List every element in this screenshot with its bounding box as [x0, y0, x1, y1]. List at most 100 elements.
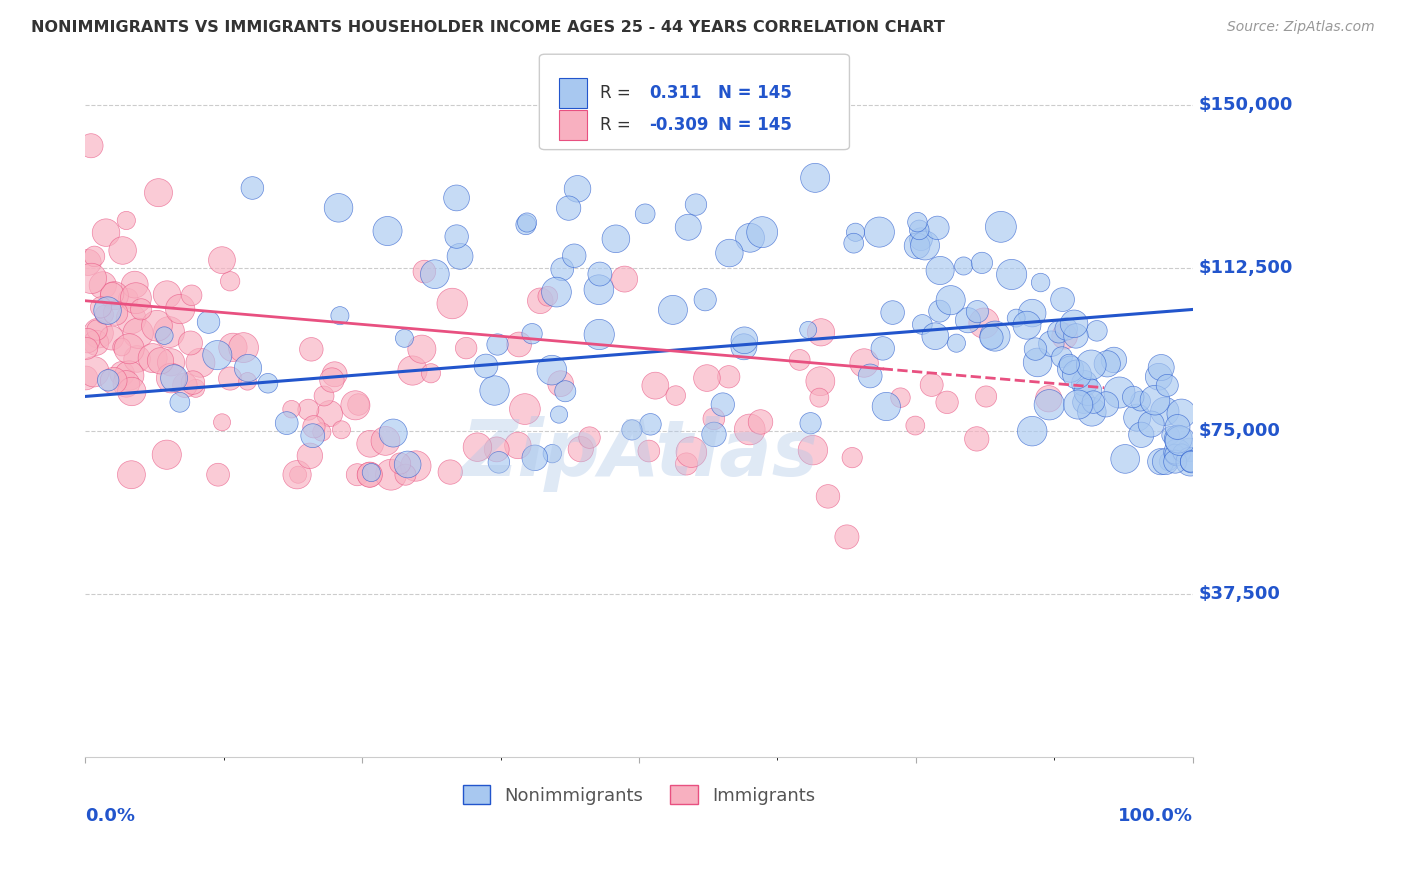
- Immigrants: [156, 287, 179, 301]
- Nonimmigrants: [924, 329, 946, 343]
- Immigrants: [801, 443, 824, 458]
- Immigrants: [297, 402, 319, 417]
- Immigrants: [91, 278, 114, 293]
- Nonimmigrants: [907, 215, 929, 229]
- Nonimmigrants: [557, 201, 579, 215]
- Immigrants: [86, 323, 108, 337]
- Immigrants: [93, 308, 115, 322]
- Nonimmigrants: [1052, 293, 1074, 307]
- Immigrants: [298, 449, 321, 463]
- Immigrants: [817, 489, 839, 503]
- Immigrants: [83, 365, 105, 379]
- Nonimmigrants: [1083, 395, 1105, 409]
- Immigrants: [441, 296, 464, 310]
- Nonimmigrants: [1095, 397, 1118, 411]
- Immigrants: [285, 467, 308, 482]
- Nonimmigrants: [605, 232, 627, 246]
- Immigrants: [149, 354, 172, 368]
- Text: NONIMMIGRANTS VS IMMIGRANTS HOUSEHOLDER INCOME AGES 25 - 44 YEARS CORRELATION CH: NONIMMIGRANTS VS IMMIGRANTS HOUSEHOLDER …: [31, 20, 945, 35]
- Nonimmigrants: [695, 293, 717, 307]
- Immigrants: [169, 301, 191, 316]
- Immigrants: [148, 186, 170, 200]
- Immigrants: [100, 331, 122, 345]
- Nonimmigrants: [1029, 276, 1052, 290]
- Immigrants: [637, 444, 659, 458]
- Immigrants: [156, 448, 179, 462]
- Immigrants: [413, 264, 436, 278]
- Nonimmigrants: [804, 170, 827, 185]
- Immigrants: [456, 341, 478, 355]
- Immigrants: [835, 530, 858, 544]
- Nonimmigrants: [1147, 369, 1170, 384]
- Nonimmigrants: [163, 371, 186, 385]
- Nonimmigrants: [548, 408, 571, 422]
- Nonimmigrants: [396, 458, 419, 472]
- Immigrants: [111, 367, 134, 381]
- Nonimmigrants: [910, 232, 932, 246]
- Legend: Nonimmigrants, Immigrants: Nonimmigrants, Immigrants: [456, 778, 823, 812]
- Nonimmigrants: [169, 395, 191, 409]
- Immigrants: [111, 244, 134, 258]
- Nonimmigrants: [738, 231, 761, 245]
- Nonimmigrants: [1001, 268, 1024, 282]
- Nonimmigrants: [945, 336, 967, 351]
- Text: 0.311: 0.311: [650, 84, 702, 102]
- Immigrants: [211, 253, 233, 268]
- Nonimmigrants: [1130, 427, 1153, 442]
- Immigrants: [717, 369, 740, 384]
- Immigrants: [115, 376, 138, 391]
- Text: R =: R =: [600, 84, 637, 102]
- Nonimmigrants: [620, 423, 643, 437]
- Nonimmigrants: [1026, 355, 1049, 369]
- Immigrants: [508, 337, 530, 351]
- Nonimmigrants: [475, 359, 498, 373]
- Text: $75,000: $75,000: [1198, 422, 1281, 441]
- Nonimmigrants: [1015, 318, 1038, 333]
- Nonimmigrants: [970, 256, 993, 270]
- Text: N = 145: N = 145: [717, 116, 792, 134]
- Nonimmigrants: [984, 329, 1007, 343]
- Immigrants: [439, 465, 461, 479]
- Nonimmigrants: [1129, 394, 1152, 409]
- Nonimmigrants: [952, 259, 974, 273]
- Nonimmigrants: [377, 224, 399, 238]
- Immigrants: [127, 326, 149, 341]
- Immigrants: [190, 356, 212, 370]
- Immigrants: [120, 467, 142, 482]
- Nonimmigrants: [449, 249, 471, 263]
- Immigrants: [129, 302, 152, 317]
- Nonimmigrants: [929, 263, 952, 277]
- Text: 100.0%: 100.0%: [1118, 807, 1192, 825]
- Immigrants: [179, 336, 201, 351]
- Immigrants: [94, 226, 117, 240]
- Immigrants: [118, 342, 141, 356]
- Nonimmigrants: [797, 323, 820, 337]
- Immigrants: [389, 457, 412, 471]
- Nonimmigrants: [1150, 360, 1173, 375]
- Nonimmigrants: [908, 223, 931, 237]
- Nonimmigrants: [1038, 398, 1060, 412]
- Immigrants: [921, 378, 943, 392]
- Immigrants: [76, 334, 98, 348]
- Immigrants: [117, 292, 139, 306]
- Immigrants: [347, 397, 370, 411]
- Nonimmigrants: [1154, 455, 1177, 469]
- Immigrants: [318, 407, 340, 421]
- Immigrants: [853, 356, 876, 370]
- Nonimmigrants: [844, 225, 866, 239]
- Nonimmigrants: [1170, 407, 1192, 421]
- Nonimmigrants: [1171, 446, 1194, 460]
- Nonimmigrants: [634, 207, 657, 221]
- Nonimmigrants: [1180, 455, 1202, 469]
- Immigrants: [103, 288, 125, 302]
- Nonimmigrants: [1080, 358, 1102, 372]
- Immigrants: [120, 311, 142, 326]
- Immigrants: [311, 425, 333, 439]
- Nonimmigrants: [1150, 455, 1173, 469]
- Nonimmigrants: [1167, 420, 1189, 434]
- FancyBboxPatch shape: [560, 78, 586, 108]
- Immigrants: [77, 255, 100, 269]
- Immigrants: [121, 384, 143, 399]
- Nonimmigrants: [662, 302, 685, 317]
- Immigrants: [401, 363, 423, 377]
